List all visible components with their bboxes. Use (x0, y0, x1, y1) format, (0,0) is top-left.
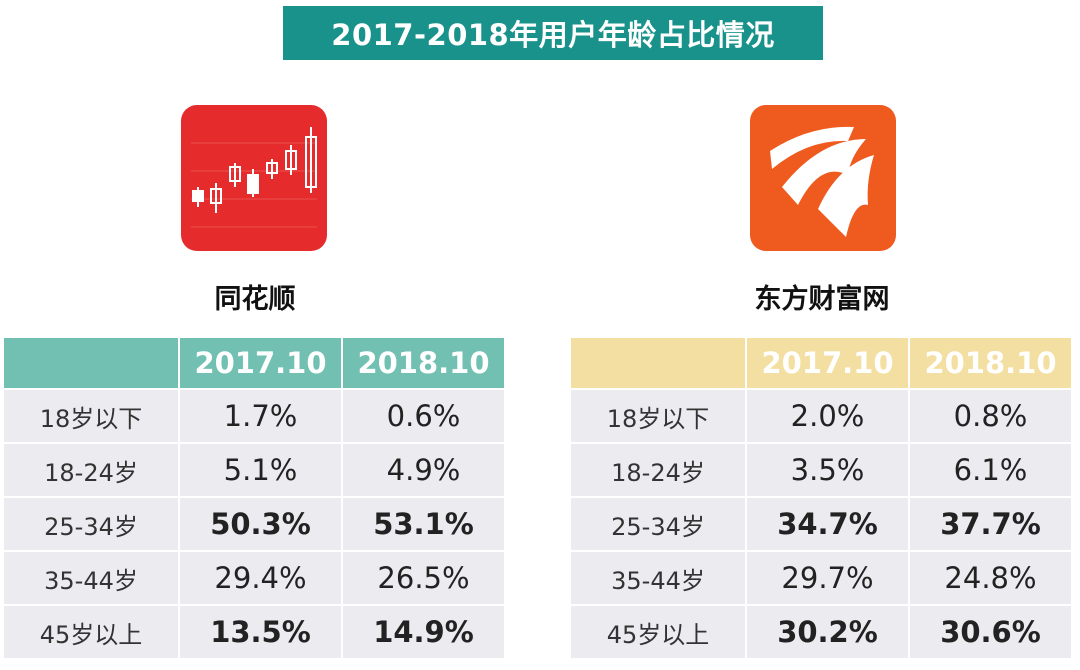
value-cell-2017: 30.2% (747, 606, 908, 658)
row-label: 18岁以下 (4, 390, 178, 442)
value-cell-2017: 29.7% (747, 552, 908, 604)
table-row: 18岁以下 1.7% 0.6% (4, 390, 504, 442)
table-row: 25-34岁 34.7% 37.7% (571, 498, 1071, 550)
row-label: 25-34岁 (4, 498, 178, 550)
value-cell-2018: 6.1% (910, 444, 1071, 496)
row-label: 35-44岁 (4, 552, 178, 604)
header-cell-2017: 2017.10 (180, 338, 341, 388)
table-row: 25-34岁 50.3% 53.1% (4, 498, 504, 550)
value-cell-2017: 1.7% (180, 390, 341, 442)
value-cell-2018: 53.1% (343, 498, 504, 550)
table-row: 35-44岁 29.7% 24.8% (571, 552, 1071, 604)
value-cell-2017: 29.4% (180, 552, 341, 604)
page-title: 2017-2018年用户年龄占比情况 (283, 6, 823, 60)
row-label: 45岁以上 (571, 606, 745, 658)
table-header-row: 2017.10 2018.10 (4, 338, 504, 388)
table-header-row: 2017.10 2018.10 (571, 338, 1071, 388)
table-row: 45岁以上 30.2% 30.6% (571, 606, 1071, 658)
row-label: 18-24岁 (4, 444, 178, 496)
value-cell-2017: 50.3% (180, 498, 341, 550)
row-label: 25-34岁 (571, 498, 745, 550)
table-row: 35-44岁 29.4% 26.5% (4, 552, 504, 604)
value-cell-2017: 3.5% (747, 444, 908, 496)
value-cell-2018: 14.9% (343, 606, 504, 658)
app-name-eastmoney: 东方财富网 (754, 284, 890, 315)
row-label: 18-24岁 (571, 444, 745, 496)
candlestick-chart-icon (181, 105, 327, 251)
header-cell-2018: 2018.10 (910, 338, 1071, 388)
value-cell-2018: 24.8% (910, 552, 1071, 604)
header-cell-empty (571, 338, 745, 388)
value-cell-2018: 0.6% (343, 390, 504, 442)
row-label: 35-44岁 (571, 552, 745, 604)
age-table-tonghuashun: 2017.10 2018.10 18岁以下 1.7% 0.6% 18-24岁 5… (2, 336, 506, 660)
table-row: 45岁以上 13.5% 14.9% (4, 606, 504, 658)
row-label: 45岁以上 (4, 606, 178, 658)
header-cell-2018: 2018.10 (343, 338, 504, 388)
value-cell-2018: 37.7% (910, 498, 1071, 550)
table-row: 18岁以下 2.0% 0.8% (571, 390, 1071, 442)
value-cell-2018: 4.9% (343, 444, 504, 496)
table-row: 18-24岁 3.5% 6.1% (571, 444, 1071, 496)
sail-stripes-icon (750, 105, 896, 251)
row-label: 18岁以下 (571, 390, 745, 442)
value-cell-2018: 0.8% (910, 390, 1071, 442)
value-cell-2017: 2.0% (747, 390, 908, 442)
value-cell-2017: 34.7% (747, 498, 908, 550)
app-name-tonghuashun: 同花顺 (214, 284, 296, 315)
value-cell-2017: 5.1% (180, 444, 341, 496)
value-cell-2018: 30.6% (910, 606, 1071, 658)
header-cell-2017: 2017.10 (747, 338, 908, 388)
value-cell-2017: 13.5% (180, 606, 341, 658)
age-table-eastmoney: 2017.10 2018.10 18岁以下 2.0% 0.8% 18-24岁 3… (569, 336, 1073, 660)
value-cell-2018: 26.5% (343, 552, 504, 604)
table-row: 18-24岁 5.1% 4.9% (4, 444, 504, 496)
header-cell-empty (4, 338, 178, 388)
